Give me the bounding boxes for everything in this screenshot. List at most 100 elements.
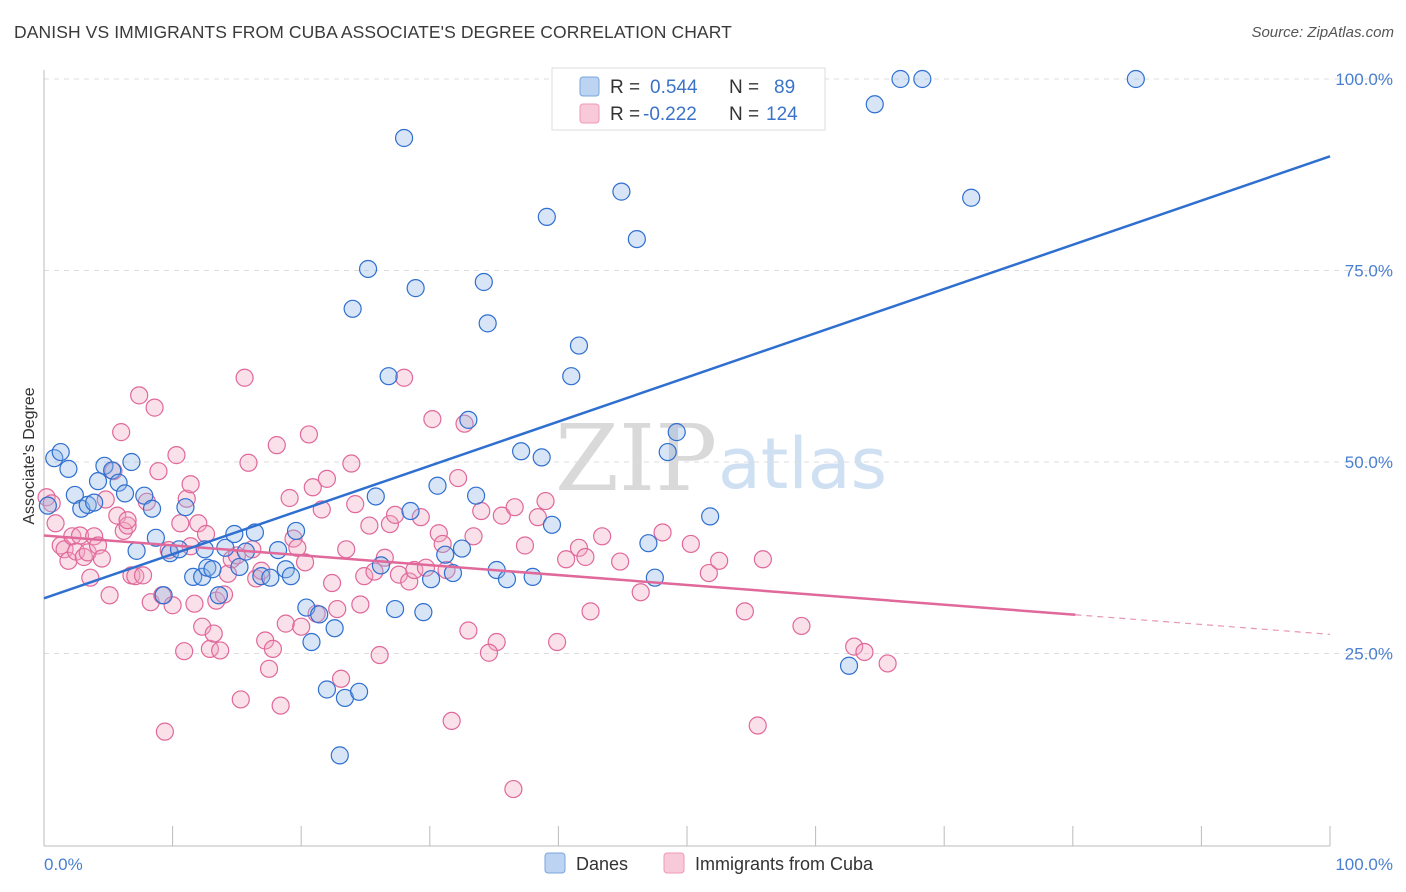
cuba-point [411,508,430,527]
series-legend: Danes Immigrants from Cuba [544,852,874,874]
cuba-trend-line [43,534,1076,617]
cuba-point [569,538,589,557]
cuba-n-label: N = [729,104,759,125]
danes-point [154,586,173,605]
cuba-point [295,553,315,572]
danes-point [627,229,646,249]
danes-n-label: N = [729,77,759,98]
cuba-point [351,595,370,614]
danes-point [38,496,57,515]
x-tick-labels: 0.0% 100.0% [44,855,1393,874]
danes-point [891,69,910,89]
cuba-point [394,368,414,387]
watermark-atlas: atlas [718,423,887,505]
cuba-point [130,386,149,405]
danes-point [428,476,447,495]
cuba-point [429,524,448,543]
danes-point [268,540,288,560]
y-tick-labels: 25.0% 50.0% 75.0% 100.0% [1335,70,1393,664]
cuba-point [100,586,119,605]
danes-point [261,568,280,587]
danes-point [421,570,441,589]
cuba-legend-label: Immigrants from Cuba [695,854,874,874]
cuba-point [155,722,174,741]
cuba-point [185,594,204,613]
danes-point [474,272,493,292]
cuba-point [280,488,299,508]
cuba-point [328,599,347,619]
danes-point [142,499,162,518]
cuba-point [118,511,137,530]
danes-r-value: 0.544 [650,77,698,98]
cuba-r-label: R = [610,104,640,125]
danes-point [452,539,472,558]
cuba-point [576,547,595,567]
cuba-point [267,436,286,455]
cuba-point [611,552,630,571]
danes-point [127,541,146,560]
danes-trend-line [43,155,1331,600]
danes-r-label: R = [610,77,640,98]
danes-point [176,498,195,517]
cuba-point [292,617,311,636]
trend-lines [43,155,1331,635]
danes-point [443,563,463,583]
cuba-point [515,536,535,555]
danes-point [542,515,562,534]
danes-point [562,367,581,386]
danes-point [466,486,486,505]
cuba-n-value: 124 [766,104,798,125]
danes-point [349,682,369,701]
y-axis-label: Associate's Degree [21,387,38,524]
cuba-point [163,596,182,615]
cuba-point [448,468,468,488]
danes-point [569,336,589,355]
cuba-point [479,643,499,662]
cuba-point [631,583,650,602]
cuba-point [346,495,365,514]
cuba-point [322,573,342,593]
danes-point [532,448,551,467]
cuba-point [878,654,897,673]
cuba-point [118,516,137,535]
danes-point [865,95,884,114]
cuba-point [235,368,254,387]
danes-point [366,487,385,506]
cuba-point [748,716,767,735]
cuba-point [845,637,864,656]
y-tick-label: 75.0% [1345,262,1393,281]
danes-point [209,586,228,605]
cuba-point [239,453,258,472]
cuba-point [581,602,600,621]
cuba-points [37,368,897,799]
watermark-zip: ZIP [555,405,717,512]
danes-point [310,605,329,624]
cuba-point [855,642,874,662]
danes-point [358,259,378,279]
danes-point [512,442,531,461]
cuba-point [112,423,131,442]
danes-point [115,484,135,503]
cuba-point [133,566,153,585]
danes-point [962,188,981,207]
danes-point [330,746,349,765]
danes-point [343,299,362,318]
cuba-point [104,462,123,481]
danes-point [459,410,478,429]
danes-swatch [579,76,600,97]
cuba-point [204,624,223,643]
cuba-point [593,527,612,546]
danes-point [667,423,686,442]
cuba-point [214,585,234,604]
cuba-point [753,550,772,569]
danes-point [230,557,249,577]
danes-point [1126,69,1145,89]
source-label: Source: ZipAtlas.com [1251,24,1394,41]
danes-point [302,632,321,652]
danes-point [88,472,108,491]
cuba-point [46,514,65,533]
cuba-point [181,475,200,494]
danes-legend-swatch [544,852,566,874]
danes-point [122,452,141,472]
